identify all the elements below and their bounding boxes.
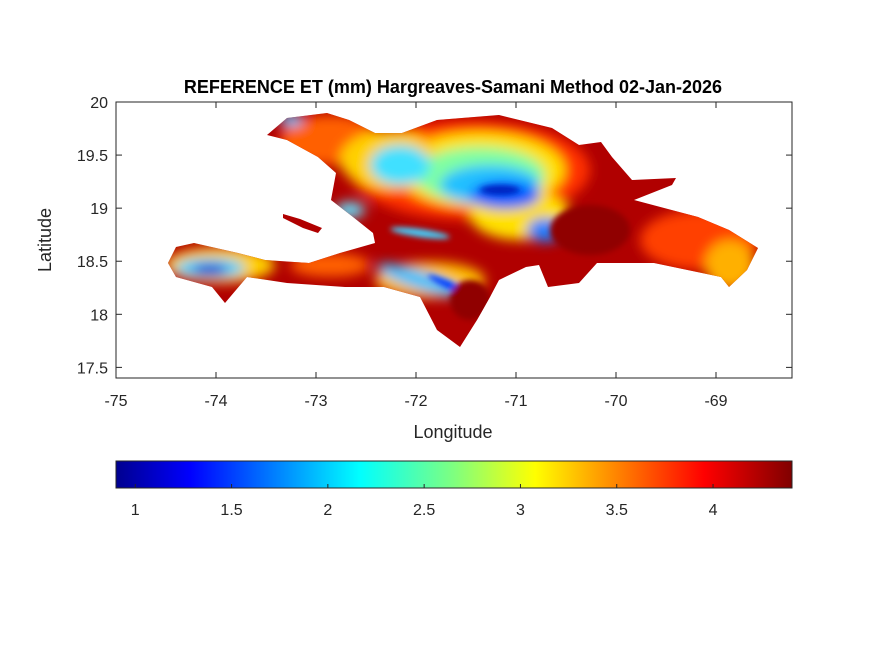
colorbar-tick-label: 3 <box>516 502 525 519</box>
x-tick-label: -70 <box>604 393 627 410</box>
colorbar-tick-label: 1 <box>131 502 140 519</box>
x-tick-label: -74 <box>204 393 227 410</box>
colorbar-tick-label: 4 <box>709 502 718 519</box>
x-tick-label: -71 <box>504 393 527 410</box>
chart-title: REFERENCE ET (mm) Hargreaves-Samani Meth… <box>184 77 722 97</box>
y-axis: 17.5 18 18.5 19 19.5 20 <box>77 95 792 377</box>
colorbar <box>115 460 793 489</box>
x-tick-label: -73 <box>304 393 327 410</box>
colorbar-ticks: 1 1.5 2 2.5 3 3.5 4 <box>131 484 718 519</box>
y-axis-label: Latitude <box>35 208 55 272</box>
y-tick-label: 20 <box>90 95 108 112</box>
colorbar-tick-label: 2 <box>323 502 332 519</box>
x-tick-label: -69 <box>704 393 727 410</box>
y-tick-label: 17.5 <box>77 360 108 377</box>
x-axis-label: Longitude <box>413 422 492 442</box>
y-tick-label: 19 <box>90 201 108 218</box>
x-tick-label: -72 <box>404 393 427 410</box>
x-axis: -75 -74 -73 -72 -71 -70 -69 <box>104 102 728 410</box>
axes-box <box>115 101 793 379</box>
y-tick-label: 18 <box>90 307 108 324</box>
y-tick-label: 18.5 <box>77 254 108 271</box>
x-tick-label: -75 <box>104 393 127 410</box>
colorbar-tick-label: 1.5 <box>220 502 242 519</box>
et-heatmap <box>168 113 758 347</box>
colorbar-tick-label: 2.5 <box>413 502 435 519</box>
y-tick-label: 19.5 <box>77 148 108 165</box>
colorbar-tick-label: 3.5 <box>606 502 628 519</box>
